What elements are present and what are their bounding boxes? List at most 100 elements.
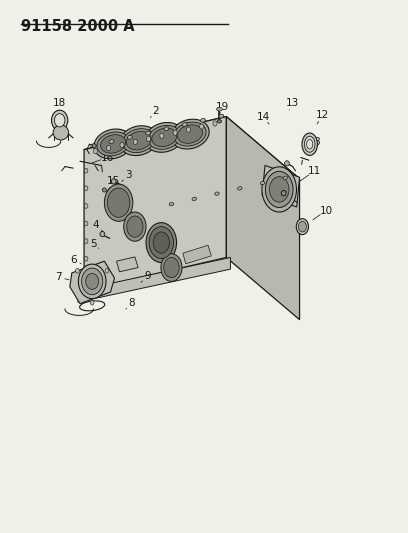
Text: 7: 7 bbox=[55, 272, 62, 282]
Ellipse shape bbox=[160, 133, 164, 139]
Polygon shape bbox=[226, 117, 299, 320]
Text: 16: 16 bbox=[101, 152, 114, 163]
Polygon shape bbox=[84, 117, 299, 212]
Ellipse shape bbox=[111, 179, 116, 184]
Text: 12: 12 bbox=[316, 110, 329, 120]
Ellipse shape bbox=[86, 273, 99, 289]
Ellipse shape bbox=[133, 139, 137, 144]
Ellipse shape bbox=[269, 176, 289, 202]
Ellipse shape bbox=[104, 184, 133, 221]
Ellipse shape bbox=[161, 254, 182, 281]
Ellipse shape bbox=[219, 114, 224, 118]
Text: 18: 18 bbox=[53, 98, 66, 108]
Ellipse shape bbox=[84, 168, 88, 173]
Ellipse shape bbox=[146, 136, 151, 142]
Ellipse shape bbox=[94, 129, 132, 159]
Ellipse shape bbox=[78, 264, 106, 298]
Ellipse shape bbox=[217, 120, 222, 123]
Text: 1: 1 bbox=[131, 130, 138, 140]
Text: 11: 11 bbox=[308, 166, 321, 176]
Ellipse shape bbox=[146, 131, 151, 135]
Ellipse shape bbox=[237, 187, 242, 190]
Ellipse shape bbox=[182, 123, 187, 126]
Ellipse shape bbox=[127, 135, 132, 139]
Ellipse shape bbox=[215, 192, 219, 195]
Ellipse shape bbox=[174, 122, 206, 146]
Ellipse shape bbox=[84, 256, 88, 261]
Ellipse shape bbox=[302, 133, 317, 156]
Ellipse shape bbox=[217, 107, 222, 111]
Text: 15: 15 bbox=[107, 176, 120, 187]
Ellipse shape bbox=[177, 125, 202, 143]
Ellipse shape bbox=[82, 268, 103, 295]
Ellipse shape bbox=[298, 221, 306, 232]
Ellipse shape bbox=[171, 119, 209, 149]
Polygon shape bbox=[262, 165, 299, 207]
Ellipse shape bbox=[109, 140, 114, 143]
Text: 2: 2 bbox=[153, 106, 160, 116]
Text: 8: 8 bbox=[128, 297, 135, 308]
Text: 17: 17 bbox=[103, 135, 116, 145]
Polygon shape bbox=[70, 261, 115, 304]
Ellipse shape bbox=[169, 203, 174, 206]
Text: 91158 2000 A: 91158 2000 A bbox=[21, 19, 135, 34]
Ellipse shape bbox=[51, 110, 68, 131]
Ellipse shape bbox=[186, 127, 191, 132]
Text: 5: 5 bbox=[90, 239, 97, 248]
Ellipse shape bbox=[91, 144, 95, 148]
Ellipse shape bbox=[152, 128, 177, 147]
Ellipse shape bbox=[100, 231, 105, 237]
Ellipse shape bbox=[84, 221, 88, 226]
Ellipse shape bbox=[84, 186, 88, 191]
Polygon shape bbox=[183, 245, 211, 264]
Ellipse shape bbox=[106, 146, 111, 151]
Ellipse shape bbox=[120, 126, 158, 156]
Text: 19: 19 bbox=[216, 102, 229, 112]
Ellipse shape bbox=[260, 181, 265, 185]
Ellipse shape bbox=[164, 257, 179, 278]
Ellipse shape bbox=[192, 197, 197, 200]
Ellipse shape bbox=[124, 212, 146, 241]
Ellipse shape bbox=[105, 268, 109, 273]
Ellipse shape bbox=[201, 118, 205, 122]
Ellipse shape bbox=[213, 121, 217, 126]
Text: 6: 6 bbox=[71, 255, 77, 265]
Ellipse shape bbox=[97, 132, 129, 156]
Ellipse shape bbox=[75, 268, 79, 273]
Ellipse shape bbox=[307, 140, 313, 149]
Text: 10: 10 bbox=[319, 206, 333, 216]
Ellipse shape bbox=[283, 176, 288, 180]
Ellipse shape bbox=[284, 161, 289, 166]
Text: 13: 13 bbox=[286, 98, 299, 108]
Text: 3: 3 bbox=[126, 170, 132, 180]
Ellipse shape bbox=[149, 227, 173, 259]
Text: 9: 9 bbox=[144, 271, 151, 281]
Ellipse shape bbox=[265, 171, 293, 207]
Ellipse shape bbox=[173, 130, 177, 135]
Polygon shape bbox=[78, 257, 231, 302]
Ellipse shape bbox=[84, 274, 88, 279]
Ellipse shape bbox=[84, 239, 88, 244]
Ellipse shape bbox=[200, 124, 204, 129]
Ellipse shape bbox=[102, 188, 106, 192]
Polygon shape bbox=[84, 117, 226, 290]
Ellipse shape bbox=[146, 223, 177, 263]
Ellipse shape bbox=[54, 114, 65, 127]
Ellipse shape bbox=[304, 136, 315, 152]
Ellipse shape bbox=[107, 188, 130, 217]
Ellipse shape bbox=[262, 167, 297, 212]
Ellipse shape bbox=[84, 204, 88, 208]
Ellipse shape bbox=[126, 132, 151, 150]
Ellipse shape bbox=[127, 216, 143, 237]
Ellipse shape bbox=[153, 232, 169, 253]
Text: 8: 8 bbox=[314, 136, 320, 147]
Ellipse shape bbox=[90, 300, 94, 305]
Ellipse shape bbox=[281, 190, 286, 196]
Text: 4: 4 bbox=[93, 220, 100, 230]
Ellipse shape bbox=[120, 142, 124, 148]
Ellipse shape bbox=[122, 128, 155, 152]
Text: 14: 14 bbox=[256, 111, 270, 122]
Ellipse shape bbox=[101, 135, 126, 153]
Ellipse shape bbox=[145, 123, 184, 152]
Polygon shape bbox=[117, 257, 138, 272]
